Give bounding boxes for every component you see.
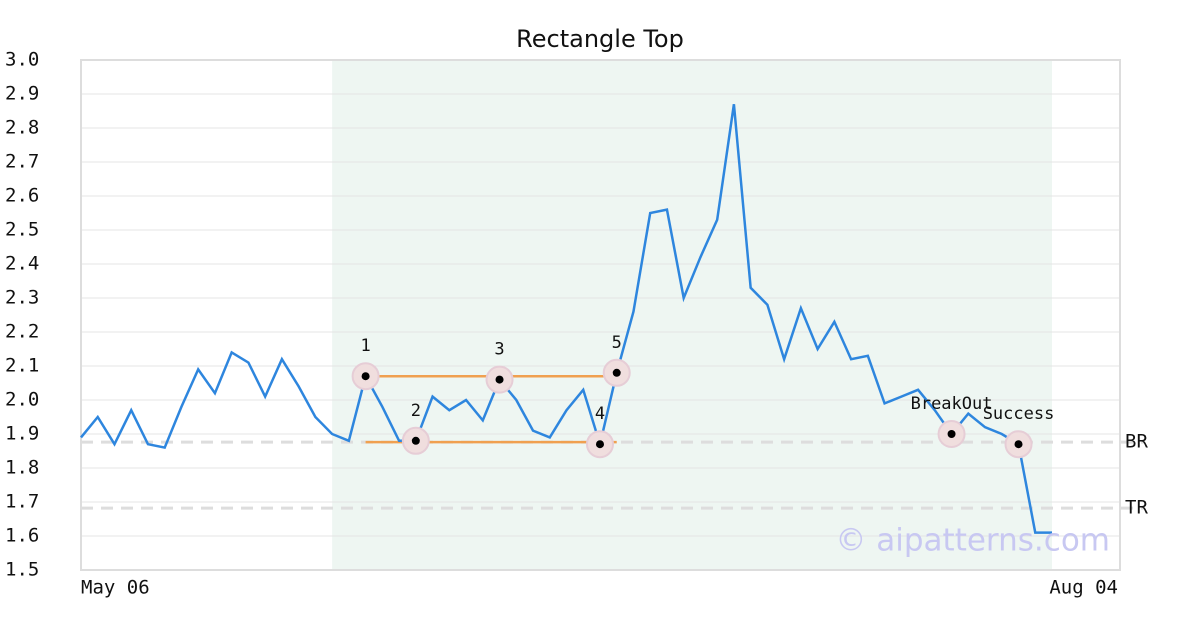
watermark: © aipatterns.com [835,523,1110,559]
y-tick-label: 2.5 [5,219,39,241]
y-tick-label: 1.7 [5,491,39,513]
pattern-region [332,60,1052,570]
y-tick-label: 2.9 [5,83,39,105]
x-tick-label: May 06 [81,577,150,599]
y-tick-label: 2.1 [5,355,39,377]
x-tick-label: Aug 04 [1049,577,1118,599]
y-tick-label: 1.8 [5,457,39,479]
point-dot [612,368,621,377]
y-tick-label: 2.4 [5,253,39,275]
point-label: Success [983,404,1055,424]
y-tick-label: 1.6 [5,525,39,547]
point-dot [495,375,504,384]
y-tick-label: 2.0 [5,389,39,411]
point-label: 1 [360,336,370,356]
price-line [80,104,1052,534]
y-tick-label: 1.9 [5,423,39,445]
point-dot [1014,440,1023,449]
point-label: 4 [595,404,605,424]
level-label: BR [1125,431,1148,453]
point-dot [595,440,604,449]
point-dot [411,436,420,445]
y-tick-label: 2.7 [5,151,39,173]
y-tick-label: 3.0 [5,49,39,71]
point-label: 3 [494,340,504,360]
point-dot [947,430,956,438]
point-dot [361,372,370,381]
y-tick-label: 1.5 [5,559,39,581]
point-label: 2 [411,401,421,421]
point-label: 5 [612,333,622,353]
y-tick-label: 2.8 [5,117,39,139]
y-tick-label: 2.3 [5,287,39,309]
level-label: TR [1125,497,1148,519]
y-tick-label: 2.2 [5,321,39,343]
y-tick-label: 2.6 [5,185,39,207]
point-label: BreakOut [911,394,993,414]
chart-title: Rectangle Top [516,25,684,53]
plot-frame [80,59,1121,571]
